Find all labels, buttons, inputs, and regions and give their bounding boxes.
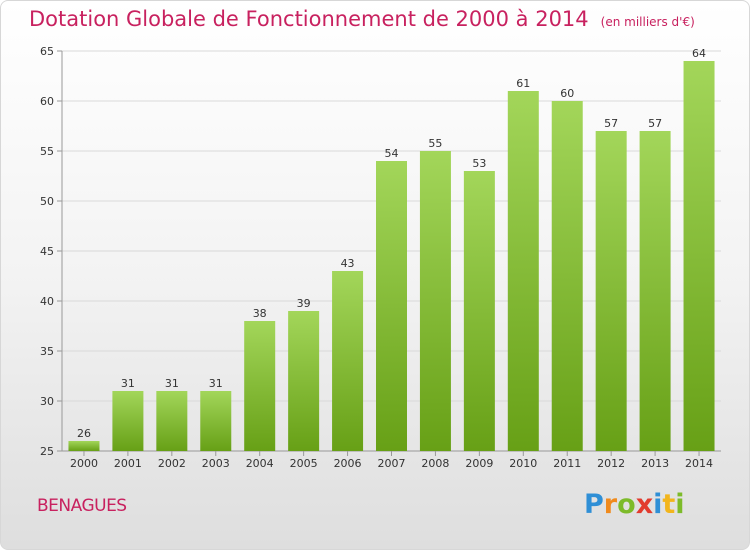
- value-label-2012: 57: [604, 117, 618, 130]
- value-label-2006: 43: [341, 257, 355, 270]
- x-tick-label-2014: 2014: [685, 457, 713, 470]
- x-tick-label-2004: 2004: [246, 457, 274, 470]
- value-label-2002: 31: [165, 377, 179, 390]
- bar-2014: [683, 61, 715, 451]
- proxiti-logo: Proxiti: [584, 489, 685, 520]
- commune-name: BENAGUES: [37, 496, 127, 516]
- bar-2001: [112, 391, 144, 451]
- bar-2003: [200, 391, 232, 451]
- bar-2000: [68, 441, 100, 451]
- bar-2004: [244, 321, 276, 451]
- bar-2011: [551, 101, 583, 451]
- value-label-2010: 61: [516, 77, 530, 90]
- value-label-2005: 39: [297, 297, 311, 310]
- x-tick-label-2002: 2002: [158, 457, 186, 470]
- value-label-2003: 31: [209, 377, 223, 390]
- y-tick-label: 50: [40, 195, 54, 208]
- y-tick-label: 25: [40, 445, 54, 458]
- value-label-2000: 26: [77, 427, 91, 440]
- value-label-2014: 64: [692, 47, 706, 60]
- value-label-2013: 57: [648, 117, 662, 130]
- value-label-2009: 53: [472, 157, 486, 170]
- bar-2008: [419, 151, 451, 451]
- value-label-2007: 54: [385, 147, 399, 160]
- value-label-2001: 31: [121, 377, 135, 390]
- x-tick-label-2003: 2003: [202, 457, 230, 470]
- value-label-2008: 55: [428, 137, 442, 150]
- y-tick-label: 45: [40, 245, 54, 258]
- y-tick-label: 60: [40, 95, 54, 108]
- bar-2009: [463, 171, 495, 451]
- value-label-2011: 60: [560, 87, 574, 100]
- chart-title-block: Dotation Globale de Fonctionnement de 20…: [29, 7, 695, 31]
- x-tick-label-2012: 2012: [597, 457, 625, 470]
- bar-2013: [639, 131, 671, 451]
- chart-title: Dotation Globale de Fonctionnement de 20…: [29, 7, 589, 31]
- x-tick-label-2008: 2008: [421, 457, 449, 470]
- bar-2012: [595, 131, 627, 451]
- y-tick-label: 65: [40, 45, 54, 58]
- x-tick-label-2001: 2001: [114, 457, 142, 470]
- x-tick-label-2007: 2007: [378, 457, 406, 470]
- y-tick-label: 55: [40, 145, 54, 158]
- y-tick-label: 30: [40, 395, 54, 408]
- chart-subtitle: (en milliers d'€): [600, 15, 695, 29]
- y-tick-label: 40: [40, 295, 54, 308]
- bars: 26 31 31 31 38 39 43 54 55 53 61 60 57 57 64: [68, 47, 715, 451]
- x-tick-label-2013: 2013: [641, 457, 669, 470]
- bar-2010: [507, 91, 539, 451]
- bar-2002: [156, 391, 188, 451]
- x-tick-label-2000: 2000: [70, 457, 98, 470]
- y-tick-label: 35: [40, 345, 54, 358]
- value-label-2004: 38: [253, 307, 267, 320]
- x-tick-label-2010: 2010: [509, 457, 537, 470]
- x-tick-label-2009: 2009: [465, 457, 493, 470]
- bar-2006: [332, 271, 364, 451]
- x-tick-label-2011: 2011: [553, 457, 581, 470]
- x-tick-label-2005: 2005: [290, 457, 318, 470]
- x-tick-label-2006: 2006: [334, 457, 362, 470]
- bar-2007: [376, 161, 407, 451]
- bar-2005: [288, 311, 320, 451]
